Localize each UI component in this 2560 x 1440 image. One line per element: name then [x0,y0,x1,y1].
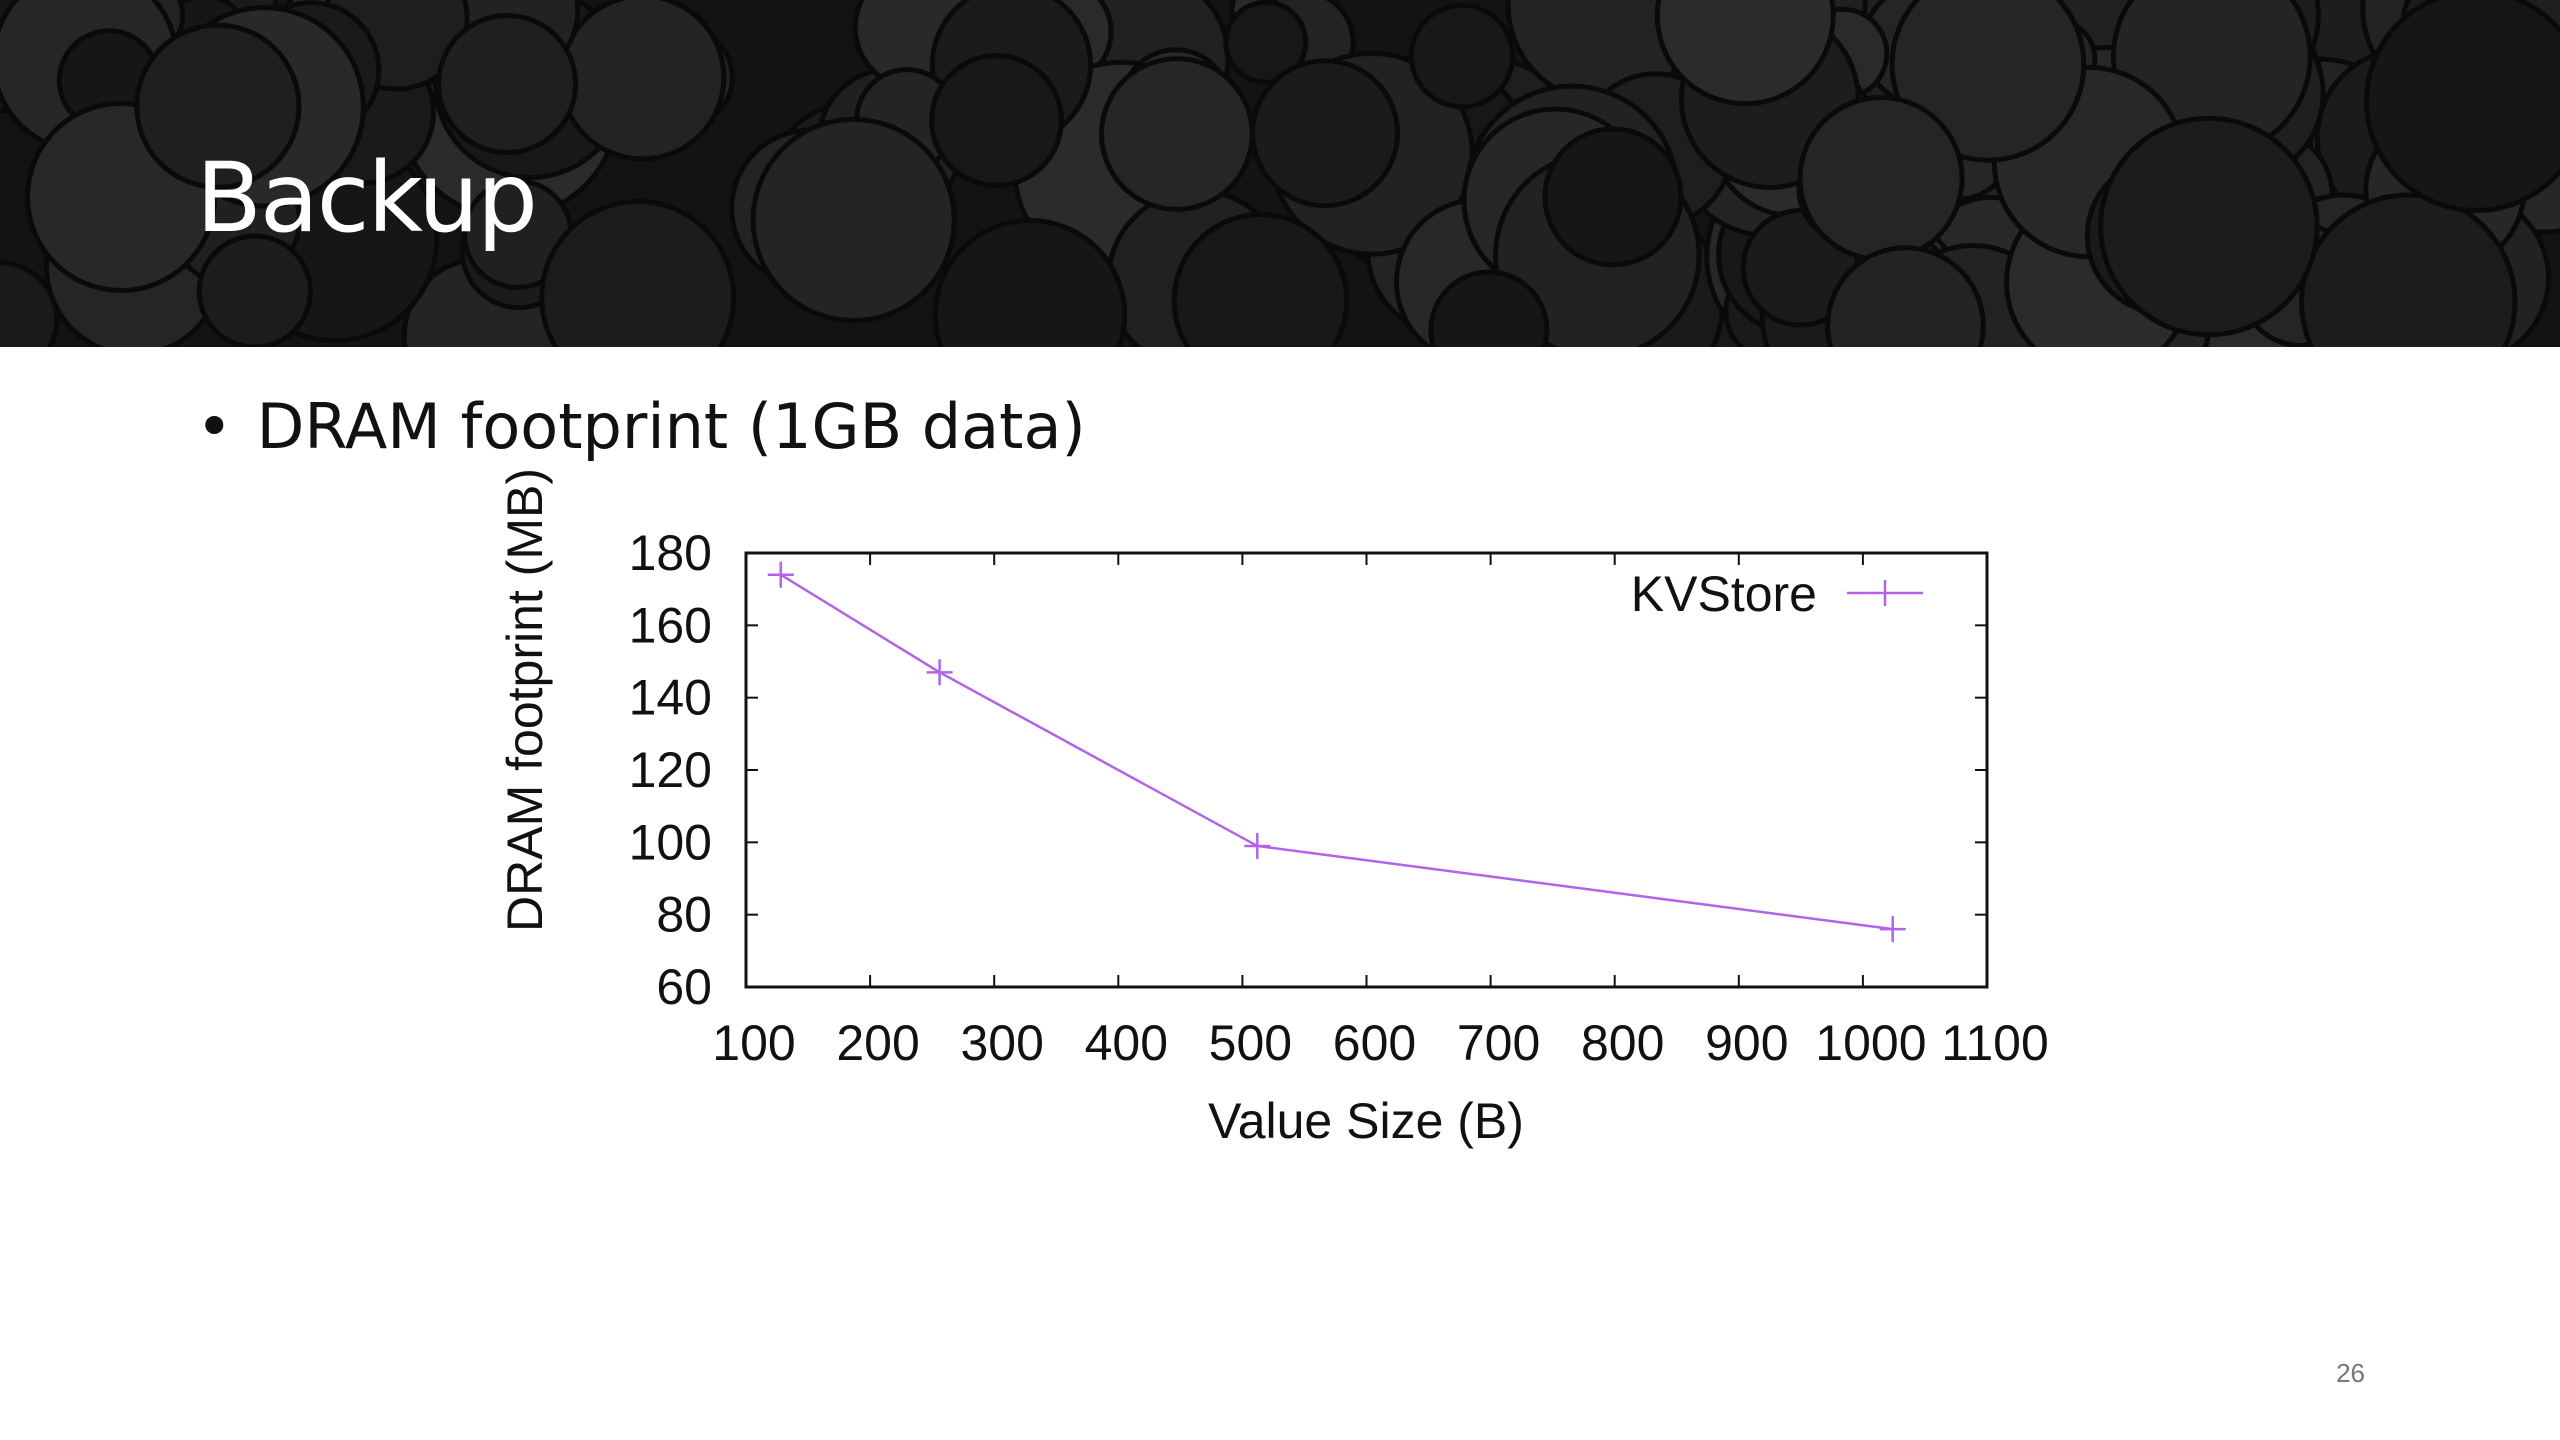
legend-label: KVStore [1631,566,1817,622]
log-end-shape [929,53,1064,188]
x-tick-label: 200 [836,1015,919,1071]
log-end-shape [1250,58,1401,209]
log-end-shape [436,12,579,155]
log-end-shape [2299,192,2518,347]
x-tick-label: 800 [1581,1015,1664,1071]
bullet-item: • DRAM footprint (1GB data) [196,390,1086,463]
log-end-shape [0,260,60,347]
data-point-marker [1244,832,1271,859]
log-end-shape [932,217,1128,347]
log-end-shape [1825,245,1986,347]
x-tick-label: 1100 [1941,1015,2049,1071]
log-end-shape [1408,2,1516,110]
log-end-shape [558,0,727,162]
title-banner: Backup [0,0,2560,347]
plot-frame [744,551,1989,989]
y-tick-label: 180 [629,525,712,581]
x-tick-label: 600 [1333,1015,1416,1071]
page-number: 26 [2336,1358,2365,1388]
x-tick-label: 700 [1457,1015,1540,1071]
log-end-shape [750,116,957,324]
y-tick-label: 140 [629,670,712,726]
x-tick-label: 100 [712,1015,795,1071]
data-point-marker [1879,916,1906,943]
log-end-shape [1428,269,1550,347]
data-point-marker [926,659,953,686]
y-tick-label: 100 [629,814,712,870]
log-end-shape [2364,0,2560,213]
x-tick-label: 400 [1085,1015,1168,1071]
slide-title: Backup [196,142,538,254]
log-end-shape [196,233,313,347]
y-axis-label: DRAM footprint (MB) [497,468,553,932]
log-end-shape [1654,0,1836,107]
y-tick-label: 160 [629,597,712,653]
log-end-shape [1223,0,1309,85]
x-tick-label: 500 [1209,1015,1292,1071]
y-tick-label: 60 [656,959,712,1015]
log-end-shape [539,199,737,347]
x-tick-label: 1000 [1815,1015,1926,1071]
series-line [780,573,1893,931]
y-tick-label: 120 [629,742,712,798]
data-point-marker [767,561,794,588]
log-texture-background [0,0,2560,347]
log-end-shape [1542,126,1684,268]
y-tick-label: 80 [656,887,712,943]
log-end-shape [1171,212,1350,347]
log-end-shape [2098,115,2320,338]
bullet-dot-icon: • [196,390,233,463]
log-end-shape [1797,95,1965,263]
bullet-text: DRAM footprint (1GB data) [256,390,1086,463]
log-end-shape [1098,56,1255,212]
x-axis-label: Value Size (B) [1208,1093,1524,1149]
x-tick-label: 900 [1705,1015,1788,1071]
log-end-shape [134,22,302,190]
x-tick-label: 300 [960,1015,1043,1071]
